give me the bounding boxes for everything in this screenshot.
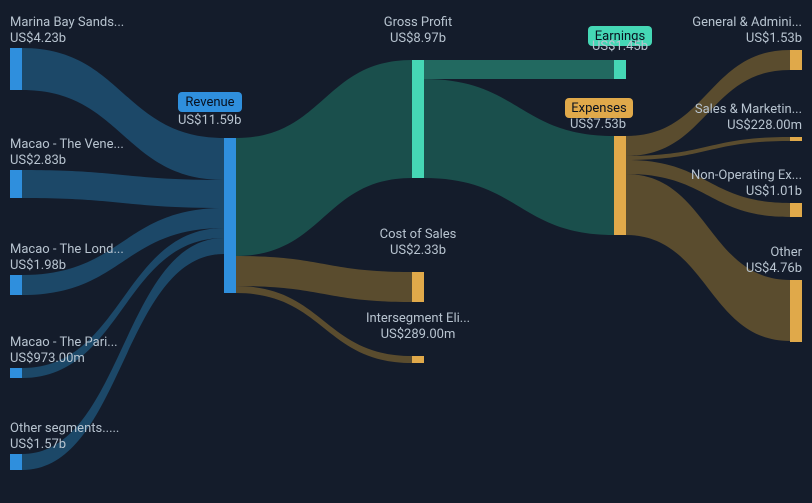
node-iseg-label: Intersegment Eli... [366, 311, 470, 326]
node-ven-label: Macao - The Vene... [10, 137, 124, 152]
node-iseg-value: US$289.00m [381, 327, 456, 342]
node-lond-label: Macao - The Lond... [10, 242, 124, 257]
node-ga[interactable] [790, 50, 802, 70]
node-sm-label: Sales & Marketin... [695, 102, 802, 117]
node-mbs[interactable] [10, 48, 22, 90]
node-cos[interactable] [412, 272, 424, 302]
node-sm-value: US$228.00m [727, 118, 802, 133]
node-other_s-label: Other segments..... [10, 421, 119, 436]
node-noe-value: US$1.01b [746, 184, 802, 199]
node-noe[interactable] [790, 203, 802, 217]
node-earn-value: US$1.45b [592, 39, 648, 54]
node-oth-value: US$4.76b [746, 261, 802, 276]
node-rev[interactable] [224, 138, 236, 293]
node-exp[interactable] [614, 136, 626, 235]
node-other_s[interactable] [10, 454, 22, 470]
node-rev-value: US$11.59b [178, 113, 241, 128]
node-cos-label: Cost of Sales [380, 227, 457, 242]
node-other_s-value: US$1.57b [10, 437, 66, 452]
node-gp[interactable] [412, 60, 424, 178]
node-pari-value: US$973.00m [10, 351, 85, 366]
node-oth-label: Other [770, 245, 802, 260]
badge-revenue-text: Revenue [185, 95, 234, 110]
node-ga-label: General & Admini... [692, 15, 802, 30]
node-lond-value: US$1.98b [10, 258, 66, 273]
node-pari[interactable] [10, 368, 22, 378]
node-oth[interactable] [790, 280, 802, 342]
badge-expenses-text: Expenses [571, 101, 627, 116]
node-exp-value: US$7.53b [570, 117, 626, 132]
node-ven-value: US$2.83b [10, 153, 66, 168]
node-pari-label: Macao - The Pari... [10, 335, 118, 350]
flow-gp-earn[interactable] [424, 60, 614, 79]
node-cos-value: US$2.33b [390, 243, 446, 258]
node-earn[interactable] [614, 60, 626, 79]
node-mbs-value: US$4.23b [10, 31, 66, 46]
node-ven[interactable] [10, 170, 22, 198]
node-ga-value: US$1.53b [746, 31, 802, 46]
node-mbs-label: Marina Bay Sands... [10, 15, 124, 30]
node-noe-label: Non-Operating Ex... [691, 168, 802, 183]
node-gp-label: Gross Profit [384, 15, 453, 30]
sankey-chart: RevenueEarningsExpensesMarina Bay Sands.… [0, 0, 812, 503]
node-gp-value: US$8.97b [390, 31, 446, 46]
node-lond[interactable] [10, 275, 22, 295]
node-sm[interactable] [790, 137, 802, 141]
node-iseg[interactable] [412, 356, 424, 363]
